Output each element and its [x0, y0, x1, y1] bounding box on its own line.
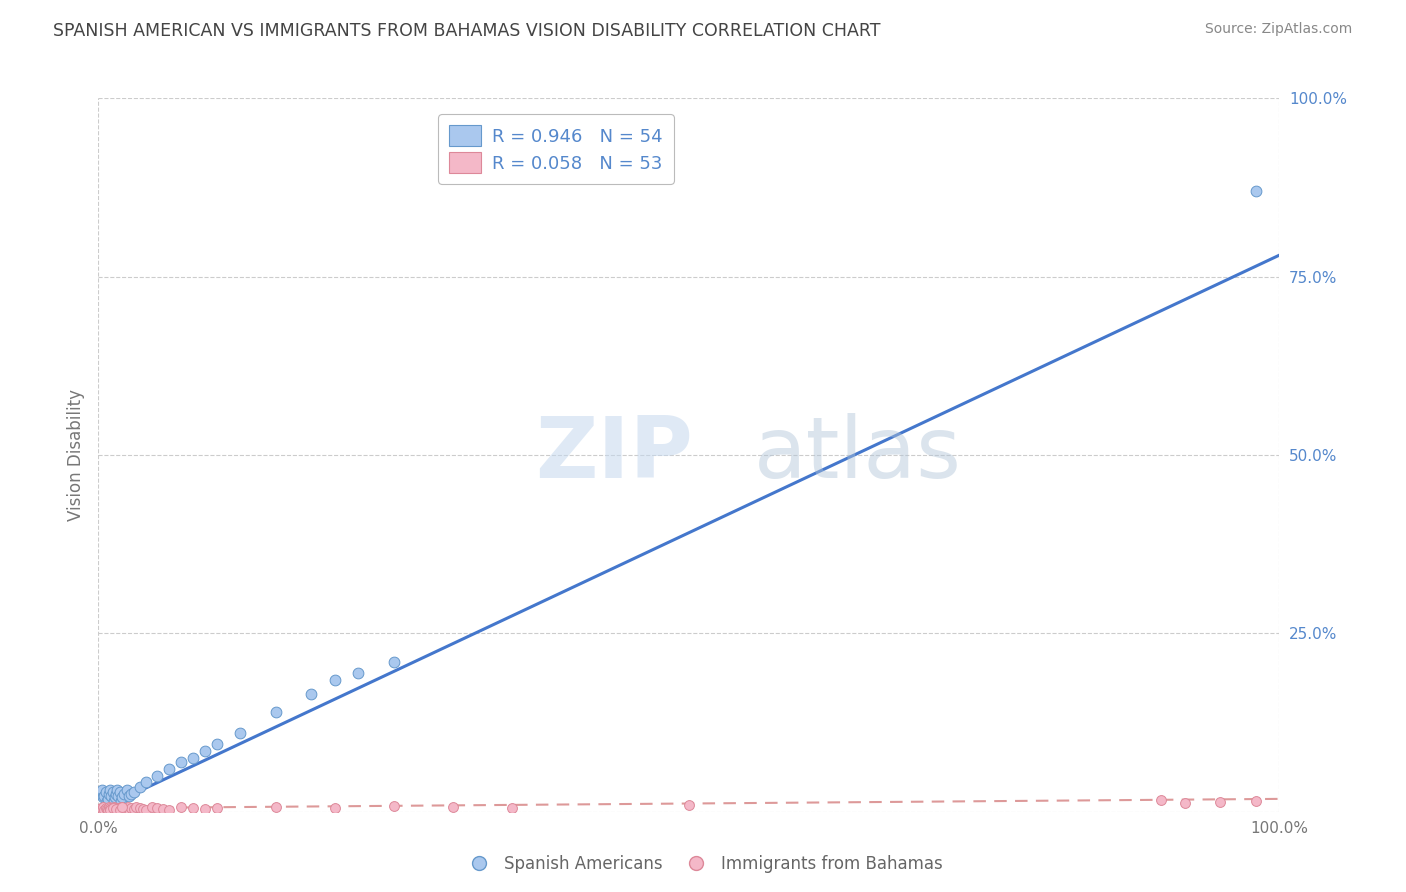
Point	[118, 803, 141, 817]
Point	[194, 802, 217, 816]
Point	[107, 801, 129, 815]
Point	[157, 762, 180, 776]
Point	[121, 787, 143, 801]
Point	[382, 655, 405, 669]
Point	[122, 802, 145, 816]
Point	[96, 794, 118, 808]
Point	[104, 802, 127, 816]
Text: SPANISH AMERICAN VS IMMIGRANTS FROM BAHAMAS VISION DISABILITY CORRELATION CHART: SPANISH AMERICAN VS IMMIGRANTS FROM BAHA…	[53, 22, 882, 40]
Point	[98, 800, 121, 814]
Point	[146, 801, 169, 815]
Point	[110, 794, 132, 808]
Point	[128, 780, 150, 794]
Point	[93, 803, 115, 817]
Point	[104, 790, 127, 805]
Point	[91, 783, 114, 797]
Point	[125, 800, 148, 814]
Point	[181, 801, 204, 815]
Point	[94, 801, 117, 815]
Point	[299, 687, 322, 701]
Point	[98, 783, 121, 797]
Point	[100, 802, 122, 816]
Text: ZIP: ZIP	[536, 413, 693, 497]
Point	[152, 802, 174, 816]
Point	[121, 801, 143, 815]
Point	[1150, 793, 1173, 807]
Point	[111, 790, 134, 805]
Point	[441, 800, 464, 814]
Point	[135, 774, 157, 789]
Point	[132, 802, 155, 816]
Y-axis label: Vision Disability: Vision Disability	[66, 389, 84, 521]
Point	[110, 800, 132, 814]
Point	[108, 803, 131, 817]
Point	[122, 785, 145, 799]
Point	[103, 794, 125, 808]
Point	[94, 785, 117, 799]
Point	[100, 789, 122, 803]
Point	[105, 803, 128, 817]
Point	[90, 787, 112, 801]
Point	[1244, 184, 1267, 198]
Point	[98, 801, 121, 815]
Point	[501, 801, 523, 815]
Point	[1174, 796, 1197, 810]
Point	[112, 801, 135, 815]
Point	[141, 800, 163, 814]
Point	[97, 792, 120, 806]
Point	[103, 800, 125, 814]
Text: Source: ZipAtlas.com: Source: ZipAtlas.com	[1205, 22, 1353, 37]
Legend: Spanish Americans, Immigrants from Bahamas: Spanish Americans, Immigrants from Baham…	[456, 848, 950, 880]
Point	[98, 803, 121, 817]
Point	[135, 803, 157, 817]
Point	[97, 803, 120, 817]
Point	[157, 803, 180, 817]
Point	[101, 803, 124, 817]
Point	[347, 665, 370, 680]
Point	[194, 744, 217, 758]
Point	[117, 800, 139, 814]
Point	[382, 799, 405, 814]
Point	[146, 769, 169, 783]
Point	[105, 783, 128, 797]
Legend: R = 0.946   N = 54, R = 0.058   N = 53: R = 0.946 N = 54, R = 0.058 N = 53	[439, 114, 673, 184]
Point	[128, 801, 150, 815]
Point	[115, 802, 138, 816]
Point	[101, 801, 124, 815]
Point	[105, 787, 128, 801]
Point	[229, 726, 252, 740]
Point	[98, 787, 121, 801]
Point	[678, 797, 700, 812]
Point	[181, 751, 204, 765]
Point	[105, 801, 128, 815]
Text: atlas: atlas	[754, 413, 962, 497]
Point	[118, 789, 141, 803]
Point	[170, 800, 193, 814]
Point	[90, 801, 112, 815]
Point	[91, 800, 114, 814]
Point	[101, 785, 124, 799]
Point	[111, 803, 134, 817]
Point	[108, 785, 131, 799]
Point	[111, 800, 134, 814]
Point	[112, 787, 135, 801]
Point	[323, 801, 346, 815]
Point	[205, 801, 228, 815]
Point	[115, 783, 138, 797]
Point	[108, 802, 131, 816]
Point	[96, 802, 118, 816]
Point	[264, 705, 287, 719]
Point	[93, 789, 115, 803]
Point	[91, 802, 114, 816]
Point	[91, 790, 114, 805]
Point	[170, 755, 193, 769]
Point	[1244, 794, 1267, 808]
Point	[107, 789, 129, 803]
Point	[205, 737, 228, 751]
Point	[89, 803, 111, 817]
Point	[264, 800, 287, 814]
Point	[323, 673, 346, 687]
Point	[1209, 795, 1232, 809]
Point	[105, 802, 128, 816]
